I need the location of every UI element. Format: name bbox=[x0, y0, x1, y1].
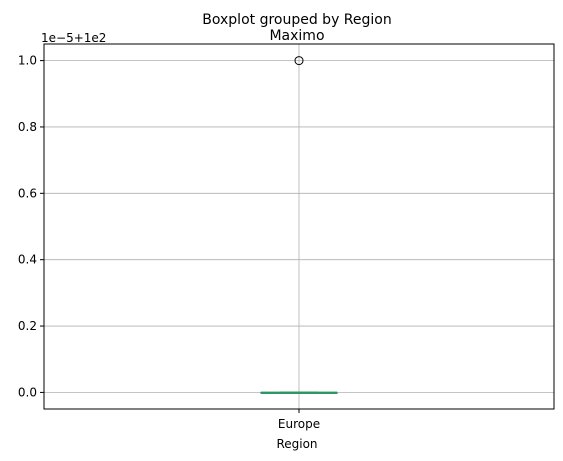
y-tick-label-2: 0.4 bbox=[18, 253, 37, 267]
chart-title: Maximo bbox=[269, 28, 324, 44]
y-tick-label-3: 0.6 bbox=[18, 186, 37, 200]
box-europe bbox=[260, 56, 338, 394]
x-tick-label-0: Europe bbox=[278, 417, 320, 431]
box-group bbox=[260, 56, 338, 394]
y-offset-text: 1e−5+1e2 bbox=[41, 31, 106, 45]
y-axis-ticks: 0.0 0.2 0.4 0.6 0.8 1.0 bbox=[18, 54, 44, 399]
outlier-point-0 bbox=[294, 56, 304, 66]
grid-lines bbox=[44, 44, 554, 409]
x-axis-label: Region bbox=[276, 437, 317, 451]
y-tick-label-0: 0.0 bbox=[18, 385, 37, 399]
x-axis-ticks: Europe bbox=[278, 409, 320, 431]
y-tick-label-4: 0.8 bbox=[18, 120, 37, 134]
y-tick-label-5: 1.0 bbox=[18, 54, 37, 68]
chart-suptitle: Boxplot grouped by Region bbox=[202, 12, 391, 28]
y-tick-label-1: 0.2 bbox=[18, 319, 37, 333]
